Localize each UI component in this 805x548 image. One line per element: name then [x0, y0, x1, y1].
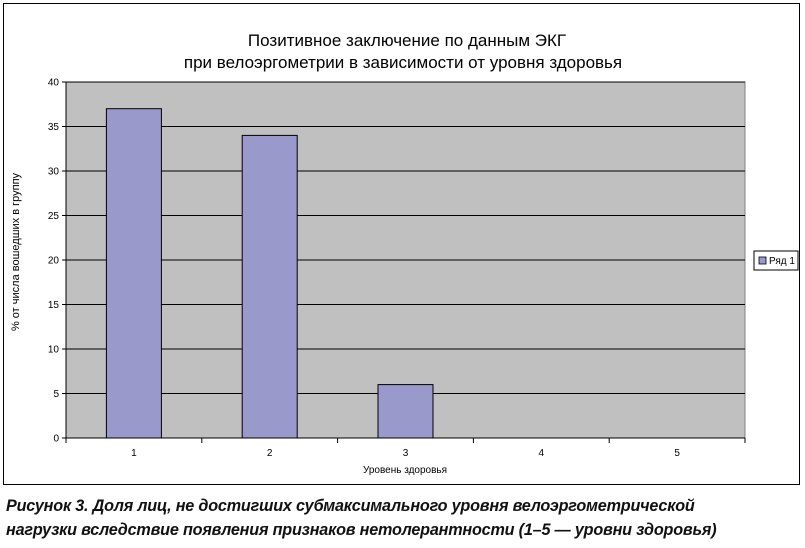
bar-1 — [105, 108, 162, 439]
y-tick-label: 30 — [48, 167, 60, 178]
bar-3 — [377, 384, 434, 439]
gridlines — [66, 81, 745, 394]
bar-2 — [241, 134, 298, 439]
x-tick-label: 4 — [539, 448, 545, 459]
bar-chart: Позитивное заключение по данным ЭКГ при … — [10, 31, 799, 476]
figure-caption-line-1: Рисунок 3. Доля лиц, не достигших субмак… — [6, 497, 695, 515]
y-axis-label: % от числа вошедших в группу — [10, 172, 22, 331]
y-tick-label: 15 — [48, 300, 60, 311]
figure-caption: Рисунок 3. Доля лиц, не достигших субмак… — [6, 494, 801, 542]
x-axis-label: Уровень здоровья — [363, 465, 447, 476]
legend: Ряд 1 — [753, 250, 799, 271]
y-tick-label: 40 — [48, 78, 60, 89]
chart-title-line-2: при велоэргометрии в зависимости от уров… — [184, 53, 622, 72]
y-tick-label: 35 — [48, 122, 60, 133]
x-tick-label: 3 — [403, 448, 409, 459]
x-tick-label: 2 — [267, 448, 273, 459]
legend-box — [753, 250, 799, 271]
legend-swatch — [758, 256, 767, 265]
y-tick-label: 10 — [48, 345, 60, 356]
bars — [105, 108, 434, 439]
x-tick-label: 5 — [674, 448, 680, 459]
y-tick-label: 25 — [48, 211, 60, 222]
y-tick-labels: 0 5 10 15 20 25 30 35 40 — [48, 78, 60, 445]
x-tick-labels: 1 2 3 4 5 — [131, 448, 680, 459]
y-tick-label: 20 — [48, 256, 60, 267]
y-tick-label: 0 — [53, 434, 59, 445]
y-tick-label: 5 — [53, 389, 59, 400]
chart-title: Позитивное заключение по данным ЭКГ при … — [184, 31, 622, 72]
x-tick-label: 1 — [131, 448, 137, 459]
legend-label: Ряд 1 — [769, 256, 795, 267]
axes — [62, 81, 746, 443]
chart-title-line-1: Позитивное заключение по данным ЭКГ — [248, 31, 566, 50]
figure-caption-line-2: нагрузки вследствие появления признаков … — [6, 521, 717, 539]
